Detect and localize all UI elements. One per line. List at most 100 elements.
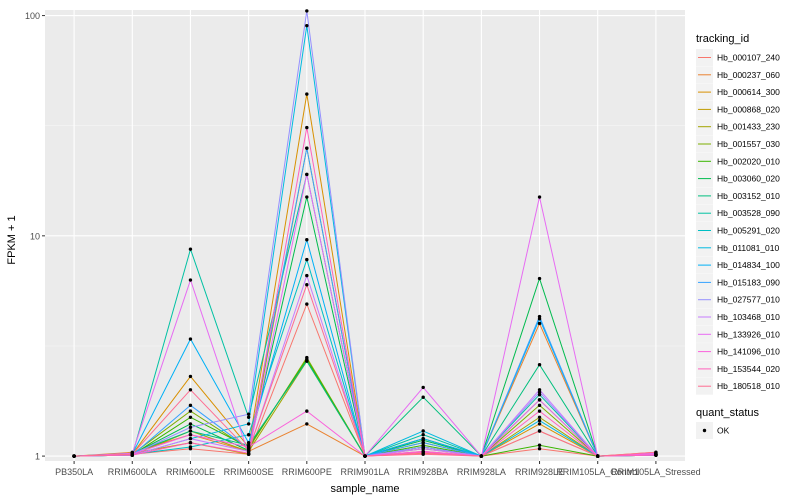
data-point — [130, 452, 134, 456]
x-tick-label: RRIM600SE — [224, 467, 274, 477]
data-point — [305, 422, 309, 426]
legend-title: tracking_id — [696, 33, 749, 45]
data-point — [305, 146, 309, 150]
legend-item-label: Hb_000614_300 — [717, 87, 780, 97]
data-point — [537, 443, 542, 447]
data-point — [188, 429, 193, 433]
legend-item: Hb_180518_010 — [696, 377, 780, 395]
legend2-title: quant_status — [696, 407, 759, 419]
data-point — [654, 450, 658, 455]
legend-item: Hb_000868_020 — [696, 100, 780, 118]
data-point — [537, 409, 542, 413]
data-point — [246, 422, 251, 426]
data-point — [305, 92, 309, 96]
x-tick-label: PB350LA — [55, 467, 93, 477]
data-point — [421, 452, 425, 456]
legend-item-label: Hb_000868_020 — [717, 104, 780, 114]
data-point — [188, 422, 193, 426]
legend-item: Hb_015183_090 — [696, 273, 780, 291]
legend-item-label: Hb_002020_010 — [717, 156, 780, 166]
data-point — [305, 409, 309, 413]
legend-item: Hb_003152_010 — [696, 187, 780, 205]
x-tick-label: RRIM928LE — [515, 467, 564, 477]
data-point — [305, 282, 309, 287]
grid-major — [45, 10, 685, 461]
data-point — [246, 445, 251, 449]
legend-item-label: Hb_003528_090 — [717, 208, 780, 218]
data-point — [188, 425, 193, 430]
data-point — [537, 403, 542, 408]
legend-item-label: Hb_000107_240 — [717, 53, 780, 63]
legend2-item: OK — [696, 422, 730, 439]
x-tick-label: RRIM600LE — [166, 467, 215, 477]
data-point — [188, 388, 193, 392]
legend-item-label: Hb_001433_230 — [717, 122, 780, 132]
legend-item: Hb_003528_090 — [696, 204, 780, 222]
data-point — [537, 362, 542, 367]
data-point — [246, 412, 251, 416]
legend-item: Hb_103468_010 — [696, 308, 780, 326]
legend-item: Hb_153544_020 — [696, 360, 780, 378]
legend2-key-point — [702, 428, 707, 433]
legend-item-label: Hb_003152_010 — [717, 191, 780, 201]
data-point — [537, 392, 542, 397]
legend-item-label: Hb_005291_020 — [717, 226, 780, 236]
data-point — [537, 276, 542, 281]
data-point — [421, 429, 425, 433]
legend-item: Hb_014834_100 — [696, 256, 780, 274]
legend-item: Hb_000614_300 — [696, 83, 780, 101]
data-point — [537, 321, 542, 326]
x-tick-label: RRIM105LA_Stressed — [611, 467, 701, 477]
legend-item: Hb_000107_240 — [696, 49, 780, 66]
legend-item: Hb_133926_010 — [696, 325, 780, 343]
data-point — [305, 125, 309, 130]
data-point — [421, 441, 425, 445]
data-point — [305, 172, 309, 177]
data-point — [537, 314, 542, 319]
data-point — [537, 390, 542, 394]
data-point — [421, 447, 425, 451]
data-point — [479, 454, 484, 458]
data-point — [246, 448, 251, 453]
x-axis: PB350LA RRIM600LA RRIM600LE RRIM600SE RRIM60… — [55, 461, 701, 477]
y-tick-label: 10 — [30, 231, 40, 241]
x-tick-label: RRIM600LA — [108, 467, 157, 477]
data-point — [537, 429, 542, 433]
data-point — [421, 433, 425, 437]
data-point — [188, 445, 193, 449]
data-point — [537, 415, 542, 420]
data-point — [246, 415, 251, 420]
data-point — [363, 454, 367, 458]
data-point — [305, 359, 309, 363]
legend-item: Hb_003060_020 — [696, 170, 780, 188]
data-point — [188, 403, 193, 408]
legend-item: Hb_141096_010 — [696, 343, 780, 361]
legend-item-label: Hb_014834_100 — [717, 260, 780, 270]
legend-item-label: Hb_000237_060 — [717, 70, 780, 80]
legend-item-label: Hb_001557_030 — [717, 139, 780, 149]
data-point — [72, 454, 76, 458]
legend-item-label: Hb_180518_010 — [717, 381, 780, 391]
data-point — [421, 395, 425, 399]
data-point — [596, 454, 600, 458]
legend-tracking-id: tracking_id Hb_000107_240 Hb_000237_060 Hb… — [696, 33, 780, 395]
data-point — [188, 337, 193, 341]
data-point — [537, 447, 542, 451]
legend-item: Hb_005291_020 — [696, 222, 780, 239]
legend-item-label: Hb_003060_020 — [717, 174, 780, 184]
data-point — [188, 409, 193, 413]
x-tick-label: RRIM901LA — [340, 467, 389, 477]
y-tick-label: 1 — [35, 452, 40, 462]
data-point — [654, 453, 658, 457]
data-point — [188, 433, 193, 437]
y-axis-title: FPKM + 1 — [6, 215, 18, 264]
legend2-item-label: OK — [717, 426, 730, 436]
legend-item-label: Hb_141096_010 — [717, 347, 780, 357]
y-tick-label: 100 — [25, 11, 40, 21]
data-point — [537, 418, 542, 423]
data-point — [188, 436, 193, 441]
data-point — [305, 238, 309, 242]
data-point — [305, 257, 309, 262]
legend-item: Hb_011081_010 — [696, 239, 780, 257]
